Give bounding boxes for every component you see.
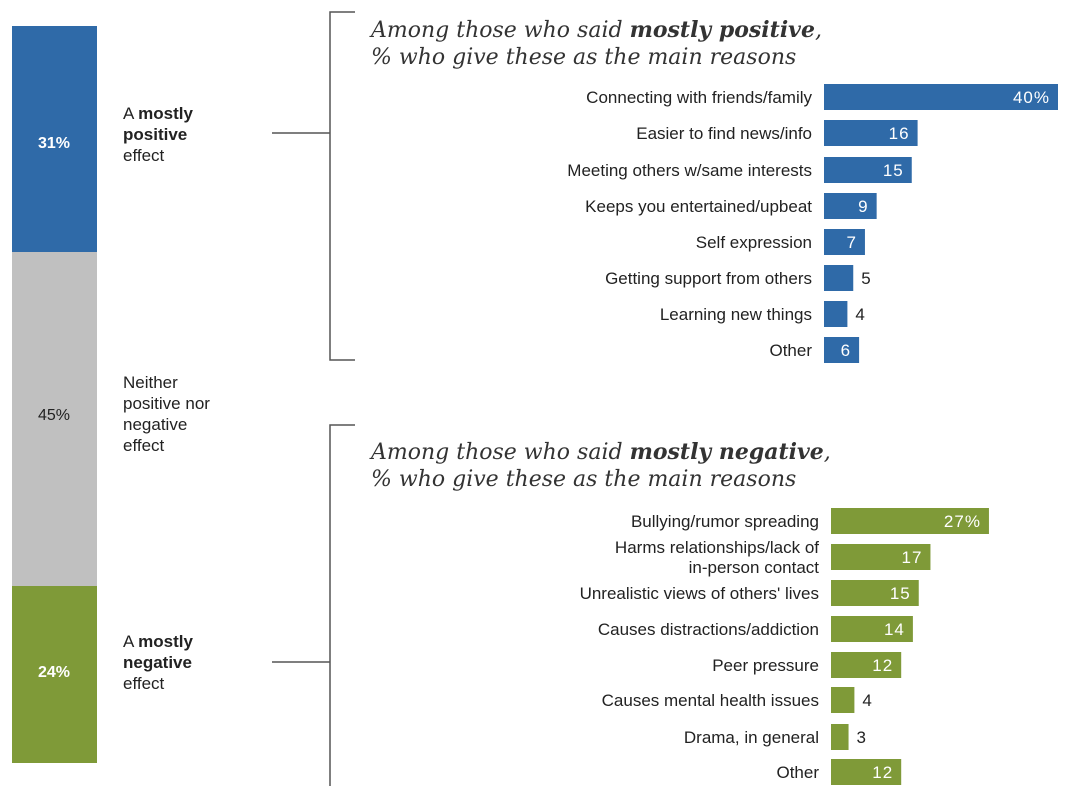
- negative-value-label: 15: [890, 584, 911, 603]
- negative-value-label: 27%: [944, 512, 981, 531]
- positive-reasons-bars: Connecting with friends/family 40% Easier …: [567, 84, 1058, 363]
- positive-bar-learning-new-things: [824, 301, 848, 327]
- negative-bar-other: [831, 759, 902, 785]
- overall-neutral-value: 45%: [38, 407, 70, 424]
- negative-category-label: Peer pressure: [712, 656, 819, 675]
- positive-bar-connecting-with-friends-family: [824, 84, 1058, 110]
- overall-negative-segment: [12, 586, 97, 763]
- positive-effect-label: A mostly positive effect: [123, 104, 198, 165]
- negative-value-label: 17: [902, 548, 923, 567]
- positive-category-label: Easier to find news/info: [636, 124, 812, 143]
- positive-bar-other: [824, 337, 860, 363]
- positive-value-label: 7: [846, 233, 856, 252]
- negative-bar-causes-mental-health-issues: [831, 687, 855, 713]
- positive-panel-subtitle: % who give these as the main reasons: [371, 45, 796, 70]
- negative-value-label: 3: [857, 728, 867, 747]
- negative-category-label: Causes distractions/addiction: [598, 620, 819, 639]
- negative-bar-causes-distractions-addiction: [831, 616, 913, 642]
- overall-neutral-segment: [12, 252, 97, 586]
- positive-value-label: 40%: [1013, 88, 1050, 107]
- negative-category-label: Causes mental health issues: [602, 691, 819, 710]
- positive-value-label: 15: [883, 161, 904, 180]
- overall-positive-segment: [12, 26, 97, 252]
- overall-negative-value: 24%: [38, 664, 70, 681]
- positive-bar-getting-support-from-others: [824, 265, 854, 291]
- positive-bar-easier-to-find-news-info: [824, 120, 918, 146]
- negative-bar-bullying-rumor-spreading: [831, 508, 989, 534]
- positive-category-label: Getting support from others: [605, 269, 812, 288]
- positive-category-label: Self expression: [696, 233, 812, 252]
- negative-bar-drama-in-general: [831, 724, 849, 750]
- negative-category-label: Drama, in general: [684, 728, 819, 747]
- negative-value-label: 12: [872, 763, 893, 782]
- overall-positive-value: 31%: [38, 135, 70, 152]
- negative-effect-label: A mostly negative effect: [123, 632, 198, 693]
- negative-category-label: Unrealistic views of others' lives: [580, 584, 819, 603]
- negative-value-label: 12: [872, 656, 893, 675]
- positive-value-label: 6: [841, 341, 851, 360]
- negative-bar-peer-pressure: [831, 652, 902, 678]
- negative-category-label: Other: [776, 763, 819, 782]
- negative-category-label: Bullying/rumor spreading: [631, 512, 819, 531]
- positive-bracket: [272, 11, 355, 361]
- positive-category-label: Learning new things: [660, 305, 812, 324]
- negative-panel-title: Among those who said mostly negative,: [369, 439, 831, 465]
- negative-bar-harms-relationships-lack-of-in-person-contact: [831, 544, 931, 570]
- positive-bar-meeting-others-w-same-interests: [824, 157, 912, 183]
- negative-bracket: [272, 424, 355, 786]
- negative-reasons-bars: Bullying/rumor spreading 27% Harms relatio…: [580, 508, 989, 785]
- positive-value-label: 4: [855, 305, 865, 324]
- neutral-effect-label: Neither positive nor negative effect: [123, 373, 215, 455]
- positive-category-label: Other: [769, 341, 812, 360]
- positive-category-label: Meeting others w/same interests: [567, 161, 812, 180]
- positive-value-label: 16: [889, 124, 910, 143]
- negative-value-label: 4: [862, 691, 872, 710]
- positive-category-label: Connecting with friends/family: [586, 88, 812, 107]
- positive-value-label: 5: [861, 269, 871, 288]
- positive-bar-keeps-you-entertained-upbeat: [824, 193, 877, 219]
- positive-bar-self-expression: [824, 229, 865, 255]
- negative-value-label: 14: [884, 620, 905, 639]
- negative-bar-unrealistic-views-of-others-lives: [831, 580, 919, 606]
- positive-panel-title: Among those who said mostly positive,: [369, 17, 822, 43]
- positive-value-label: 9: [858, 197, 868, 216]
- positive-category-label: Keeps you entertained/upbeat: [585, 197, 812, 216]
- negative-category-label: Harms relationships/lack of in-person con…: [615, 538, 819, 577]
- negative-panel-subtitle: % who give these as the main reasons: [371, 467, 796, 492]
